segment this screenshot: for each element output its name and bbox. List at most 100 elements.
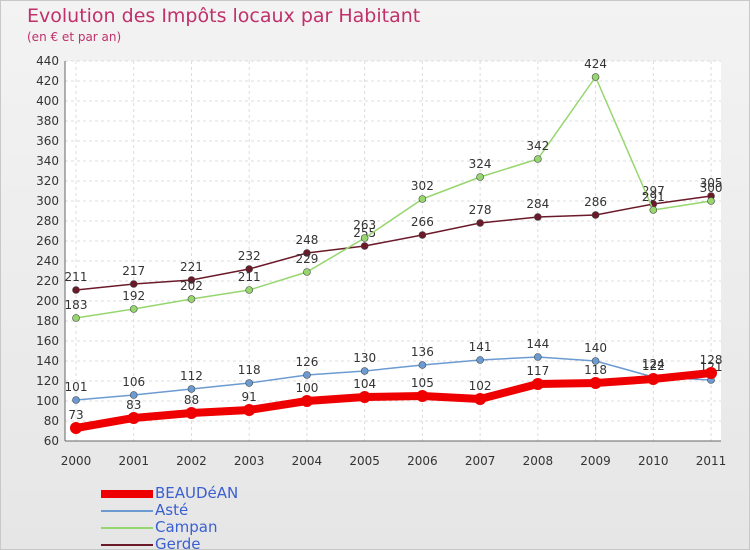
plot-area (65, 61, 721, 441)
data-point (534, 155, 542, 163)
y-tick-label: 320 (36, 174, 59, 188)
data-point (418, 361, 427, 369)
x-tick-label: 2008 (523, 454, 554, 468)
legend-label: BEAUDéAN (155, 484, 239, 502)
data-point (187, 276, 196, 284)
data-point (72, 314, 80, 322)
data-label: 130 (353, 351, 376, 365)
data-label: 266 (411, 215, 434, 229)
data-point (589, 377, 602, 389)
series-line (72, 369, 716, 432)
data-label: 342 (526, 139, 549, 153)
data-label: 278 (469, 203, 492, 217)
data-point (70, 422, 82, 434)
y-tick-label: 140 (36, 354, 59, 368)
y-tick-label: 220 (36, 274, 59, 288)
legend-label: Asté (155, 501, 189, 519)
chart-title: Evolution des Impôts locaux par Habitant (27, 5, 421, 27)
legend-swatch (101, 490, 153, 498)
data-point (303, 268, 311, 276)
data-point (474, 393, 487, 405)
data-point (476, 173, 484, 181)
data-label: 284 (526, 197, 549, 211)
data-label: 217 (122, 264, 145, 278)
data-point (416, 390, 429, 402)
data-label: 88 (184, 393, 199, 407)
y-tick-label: 180 (36, 314, 59, 328)
data-point (303, 371, 311, 379)
legend-label: Campan (155, 518, 218, 536)
legend-swatch (101, 527, 153, 529)
data-point (129, 391, 138, 399)
data-point (418, 195, 427, 203)
legend-label: Gerde (155, 535, 201, 550)
data-label: 112 (180, 369, 203, 383)
y-tick-label: 120 (36, 374, 59, 388)
data-label: 211 (65, 270, 88, 284)
x-tick-label: 2002 (176, 454, 207, 468)
data-label: 300 (700, 181, 723, 195)
x-tick-label: 2003 (234, 454, 265, 468)
data-label: 192 (122, 289, 145, 303)
y-tick-label: 80 (44, 414, 59, 428)
data-point (127, 412, 140, 424)
series-line (75, 76, 712, 319)
y-tick-label: 240 (36, 254, 59, 268)
data-label: 91 (242, 390, 257, 404)
data-point (476, 356, 484, 364)
x-tick-label: 2000 (61, 454, 92, 468)
y-tick-label: 380 (36, 114, 59, 128)
data-point (707, 197, 715, 205)
series-line (75, 195, 712, 291)
data-label: 255 (353, 226, 376, 240)
data-point (358, 391, 371, 403)
data-label: 424 (584, 57, 607, 71)
data-label: 104 (353, 377, 376, 391)
y-tick-label: 200 (36, 294, 59, 308)
data-label: 101 (65, 380, 88, 394)
x-tick-label: 2005 (349, 454, 380, 468)
data-label: 83 (126, 398, 141, 412)
data-label: 302 (411, 179, 434, 193)
x-tick-label: 2007 (465, 454, 496, 468)
data-point (531, 378, 544, 390)
data-point (360, 367, 369, 375)
data-point (303, 249, 311, 257)
data-point (185, 407, 198, 419)
data-label: 297 (642, 184, 665, 198)
data-point (300, 395, 313, 407)
data-label: 141 (469, 340, 492, 354)
data-label: 118 (238, 363, 261, 377)
data-label: 117 (526, 364, 549, 378)
data-point (591, 357, 600, 365)
data-point (360, 234, 369, 242)
legend-swatch (101, 544, 153, 546)
data-label: 100 (295, 381, 318, 395)
data-label: 122 (642, 359, 665, 373)
data-point (187, 295, 196, 303)
y-tick-label: 300 (36, 194, 59, 208)
data-label: 144 (526, 337, 549, 351)
x-tick-label: 2006 (407, 454, 438, 468)
data-point (534, 353, 542, 361)
data-label: 183 (65, 298, 88, 312)
y-tick-label: 340 (36, 154, 59, 168)
data-label: 73 (68, 408, 83, 422)
data-label: 263 (353, 218, 376, 232)
data-label: 305 (700, 176, 723, 190)
data-label: 102 (469, 379, 492, 393)
data-label: 248 (295, 233, 318, 247)
data-label: 229 (295, 252, 318, 266)
data-point (534, 213, 542, 221)
data-label: 232 (238, 249, 261, 263)
data-point (245, 379, 253, 387)
data-label: 126 (295, 355, 318, 369)
data-point (591, 73, 600, 81)
data-point (129, 305, 138, 313)
x-tick-label: 2001 (118, 454, 149, 468)
data-point (705, 367, 718, 379)
y-tick-label: 440 (36, 54, 59, 68)
x-tick-label: 2010 (638, 454, 669, 468)
data-point (591, 211, 600, 219)
